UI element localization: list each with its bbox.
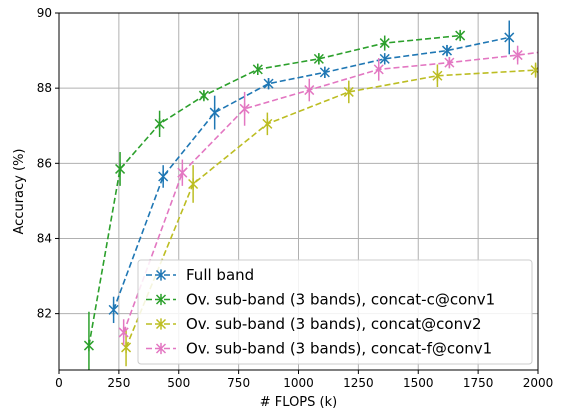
data-point bbox=[83, 339, 94, 352]
legend-label: Ov. sub-band (3 bands), concat-c@conv1 bbox=[186, 291, 495, 309]
data-point bbox=[177, 167, 188, 179]
x-tick-label: 1750 bbox=[463, 376, 494, 390]
x-tick-label: 1000 bbox=[283, 376, 314, 390]
data-point bbox=[188, 178, 199, 190]
y-axis-title: Accuracy (%) bbox=[12, 149, 27, 235]
y-tick-label: 90 bbox=[37, 6, 52, 20]
x-tick-label: 1500 bbox=[403, 376, 434, 390]
data-point bbox=[115, 163, 126, 175]
legend-marker bbox=[155, 342, 167, 355]
data-point bbox=[313, 53, 324, 65]
legend-label: Ov. sub-band (3 bands), concat-f@conv1 bbox=[186, 340, 492, 358]
data-point bbox=[209, 106, 220, 119]
data-point bbox=[548, 45, 557, 56]
legend-marker bbox=[155, 318, 167, 330]
data-point bbox=[343, 86, 354, 98]
series-layer bbox=[83, 20, 557, 370]
y-tick-label: 82 bbox=[37, 307, 52, 321]
y-tick-label: 84 bbox=[37, 231, 52, 245]
x-tick-label: 0 bbox=[55, 376, 63, 390]
legend-entry: Ov. sub-band (3 bands), concat@conv2 bbox=[146, 315, 482, 333]
data-point bbox=[504, 31, 515, 44]
data-point bbox=[304, 84, 315, 96]
ticks: 0 250 500 750 1000 1250 1500 1750 2000 82 84 86 88 90 bbox=[37, 6, 554, 390]
legend-entry: Ov. sub-band (3 bands), concat-c@conv1 bbox=[146, 291, 495, 309]
data-point bbox=[252, 63, 263, 75]
x-tick-label: 250 bbox=[107, 376, 130, 390]
x-tick-label: 1250 bbox=[343, 376, 374, 390]
series-line bbox=[125, 69, 536, 348]
data-point bbox=[108, 304, 119, 316]
data-point bbox=[379, 53, 390, 65]
legend-entry: Full band bbox=[146, 266, 254, 284]
series-2 bbox=[83, 29, 466, 370]
legend-label: Full band bbox=[186, 266, 254, 284]
data-point bbox=[239, 103, 250, 115]
x-tick-label: 500 bbox=[167, 376, 190, 390]
y-tick-label: 86 bbox=[37, 156, 52, 170]
x-tick-label: 750 bbox=[227, 376, 250, 390]
legend-marker bbox=[155, 293, 167, 306]
series-line bbox=[88, 34, 461, 346]
data-point bbox=[158, 170, 169, 183]
series-line bbox=[112, 36, 510, 311]
data-point bbox=[455, 29, 466, 42]
legend: Full band Ov. sub-band (3 bands), concat-… bbox=[137, 259, 533, 365]
legend-marker bbox=[155, 269, 167, 281]
legend-label: Ov. sub-band (3 bands), concat@conv2 bbox=[186, 315, 482, 333]
data-point bbox=[373, 63, 384, 75]
data-point bbox=[154, 118, 165, 130]
data-point bbox=[118, 326, 129, 339]
data-point bbox=[319, 66, 330, 78]
data-point bbox=[512, 49, 523, 61]
legend-entry: Ov. sub-band (3 bands), concat-f@conv1 bbox=[146, 340, 492, 358]
data-point bbox=[432, 70, 443, 82]
x-axis-title: # FLOPS (k) bbox=[260, 395, 337, 410]
data-point bbox=[263, 78, 274, 90]
series-4 bbox=[118, 45, 557, 346]
x-tick-label: 2000 bbox=[523, 376, 554, 390]
series-1 bbox=[108, 20, 515, 324]
data-point bbox=[379, 37, 390, 49]
data-point bbox=[198, 90, 209, 102]
data-point bbox=[444, 56, 455, 69]
data-point bbox=[530, 64, 538, 76]
y-tick-label: 88 bbox=[37, 81, 52, 95]
legend-box bbox=[137, 259, 533, 365]
series-line bbox=[122, 51, 538, 333]
data-point bbox=[441, 44, 453, 57]
data-point bbox=[262, 118, 273, 130]
